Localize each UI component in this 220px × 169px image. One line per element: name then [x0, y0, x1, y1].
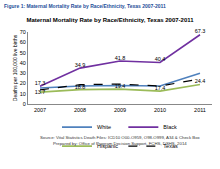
svg-text:Texas: Texas	[163, 143, 178, 149]
svg-text:40.4: 40.4	[155, 56, 166, 62]
svg-text:50: 50	[20, 49, 26, 55]
svg-text:Black: Black	[163, 124, 177, 130]
svg-text:2008: 2008	[74, 107, 86, 113]
svg-text:19.4: 19.4	[115, 83, 126, 89]
svg-text:41.8: 41.8	[115, 55, 126, 61]
svg-text:10: 10	[20, 91, 26, 97]
svg-text:2010: 2010	[154, 107, 166, 113]
svg-text:40: 40	[20, 60, 26, 66]
svg-text:34.9: 34.9	[75, 62, 86, 68]
svg-text:70: 70	[20, 29, 26, 35]
svg-text:24.4: 24.4	[195, 78, 206, 84]
svg-text:2007: 2007	[34, 107, 46, 113]
svg-text:67.3: 67.3	[195, 28, 206, 34]
svg-text:Hispanic: Hispanic	[97, 143, 118, 149]
svg-text:13.7: 13.7	[35, 89, 46, 95]
svg-text:17.4: 17.4	[155, 85, 166, 91]
svg-text:2011: 2011	[194, 107, 206, 113]
svg-text:White: White	[97, 124, 111, 130]
svg-text:0: 0	[23, 101, 26, 107]
svg-text:Prepared by: Office of Program: Prepared by: Office of Program Decision …	[53, 141, 187, 146]
svg-text:Maternal Mortality Rate by Rac: Maternal Mortality Rate by Race/Ethnicit…	[26, 17, 194, 23]
svg-text:Figure 1: Maternal Mortality R: Figure 1: Maternal Mortality Rate by Rac…	[4, 3, 166, 9]
svg-text:Deaths per 100,000 live births: Deaths per 100,000 live births	[12, 34, 18, 101]
svg-text:17.3: 17.3	[35, 80, 46, 86]
svg-text:Source: Vital Statistics Death: Source: Vital Statistics Death Files: IC…	[40, 135, 201, 140]
svg-text:18.8: 18.8	[75, 84, 86, 90]
svg-text:2009: 2009	[114, 107, 126, 113]
svg-text:20: 20	[20, 80, 26, 86]
svg-text:30: 30	[20, 70, 26, 76]
svg-text:60: 60	[20, 39, 26, 45]
